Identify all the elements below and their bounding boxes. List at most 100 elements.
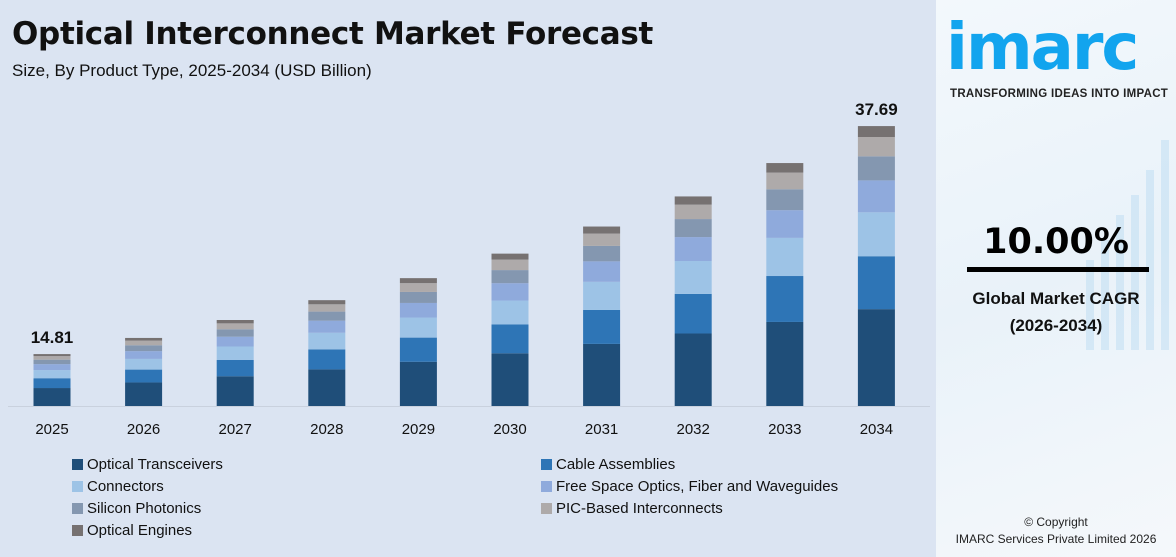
legend-item: Free Space Optics, Fiber and Waveguides	[541, 478, 838, 495]
x-tick-label: 2028	[310, 421, 343, 438]
bar-segment	[308, 349, 346, 370]
bar-segment	[674, 293, 712, 334]
bar-segment	[216, 329, 254, 337]
x-tick-label: 2031	[585, 421, 618, 438]
x-tick-label: 2026	[127, 421, 160, 438]
imarc-logo: imarc	[946, 11, 1139, 85]
bar-segment	[308, 369, 346, 406]
bar-segment	[125, 340, 163, 346]
bar-segment	[674, 260, 712, 294]
chart-title: Optical Interconnect Market Forecast	[12, 16, 654, 52]
bar-segment	[491, 253, 529, 260]
company-name: IMARC Services Private Limited 2026	[955, 532, 1157, 546]
bar-segment	[125, 382, 163, 406]
cagr-label-text: Global Market CAGR	[972, 289, 1140, 308]
legend-label: PIC-Based Interconnects	[556, 500, 723, 517]
legend-swatch	[72, 503, 83, 514]
x-tick-label: 2027	[219, 421, 252, 438]
legend-item: Optical Engines	[72, 522, 192, 539]
bar-segment	[308, 320, 346, 333]
legend-swatch	[541, 503, 552, 514]
bar-segment	[33, 356, 71, 360]
bar-segment	[583, 245, 621, 262]
bar-segment	[766, 276, 804, 322]
bar-segment	[216, 376, 254, 406]
background-chart-graphic	[1086, 140, 1169, 350]
total-label: 14.81	[31, 328, 74, 347]
bar-segment	[33, 359, 71, 365]
bar-segment	[766, 237, 804, 277]
bar-segment	[33, 388, 71, 406]
chart-subtitle: Size, By Product Type, 2025-2034 (USD Bi…	[12, 61, 372, 80]
bar-segment	[33, 378, 71, 389]
legend-item: PIC-Based Interconnects	[541, 500, 723, 517]
x-tick-label: 2025	[35, 421, 68, 438]
tagline: TRANSFORMING IDEAS INTO IMPACT	[950, 88, 1169, 100]
divider	[967, 267, 1149, 272]
cagr-value: 10.00%	[983, 222, 1129, 262]
bar-segment	[125, 358, 163, 370]
legend-item: Optical Transceivers	[72, 456, 223, 473]
legend-item: Cable Assemblies	[541, 456, 675, 473]
bar-segment	[216, 336, 254, 347]
bar-segment	[491, 259, 529, 271]
bar-segment	[216, 320, 254, 324]
bar-segment	[583, 343, 621, 406]
bar-segment	[399, 302, 437, 318]
bar-segment	[399, 278, 437, 284]
bar-segment	[674, 219, 712, 238]
bar-segment	[491, 270, 529, 284]
bar-segment	[766, 163, 804, 173]
bar-segment	[857, 256, 895, 310]
bar-segment	[399, 361, 437, 406]
copyright-symbol: © Copyright	[1024, 515, 1088, 529]
bar-segment	[33, 364, 71, 371]
bar-segment	[766, 210, 804, 238]
bar-segment	[583, 261, 621, 282]
bar-segment	[399, 283, 437, 292]
bar-segment	[33, 354, 71, 357]
legend-label: Optical Engines	[87, 522, 193, 539]
bar-segment	[308, 311, 346, 321]
bar-segment	[674, 196, 712, 205]
x-tick-label: 2029	[402, 421, 435, 438]
bar-segment	[857, 212, 895, 257]
bar-segment	[583, 281, 621, 310]
bar-segment	[766, 172, 804, 190]
bar-segment	[491, 324, 529, 354]
bar-segment	[766, 189, 804, 211]
bar-segment	[674, 204, 712, 220]
bar-segment	[399, 337, 437, 362]
bar-segment	[674, 333, 712, 406]
bar-segment	[857, 309, 895, 406]
bar-segment	[125, 351, 163, 359]
legend-swatch	[72, 525, 83, 536]
legend-label: Optical Transceivers	[87, 456, 223, 473]
bar-segment	[583, 226, 621, 234]
side-panel: imarc TRANSFORMING IDEAS INTO IMPACT 10.…	[936, 0, 1176, 557]
legend-item: Silicon Photonics	[72, 500, 201, 517]
x-tick-label: 2030	[493, 421, 526, 438]
legend-item: Connectors	[72, 478, 164, 495]
bar-segment	[857, 156, 895, 181]
legend-label: Free Space Optics, Fiber and Waveguides	[556, 478, 839, 495]
bar-segment	[491, 353, 529, 406]
bar-segment	[308, 300, 346, 305]
x-tick-label: 2034	[860, 421, 893, 438]
copyright: © Copyright IMARC Services Private Limit…	[936, 514, 1176, 548]
bar-segment	[216, 346, 254, 360]
x-tick-label: 2032	[677, 421, 710, 438]
bar-segment	[674, 237, 712, 261]
cagr-period: (2026-2034)	[1009, 316, 1103, 335]
bar-segment	[216, 323, 254, 330]
bar-segment	[766, 321, 804, 406]
bar-segment	[399, 291, 437, 303]
legend-swatch	[72, 459, 83, 470]
bar-segment	[399, 317, 437, 338]
bar-segment	[308, 304, 346, 312]
legend-swatch	[541, 481, 552, 492]
bar-segment	[583, 233, 621, 246]
bar-segment	[491, 283, 529, 301]
legend-label: Cable Assemblies	[556, 456, 676, 473]
